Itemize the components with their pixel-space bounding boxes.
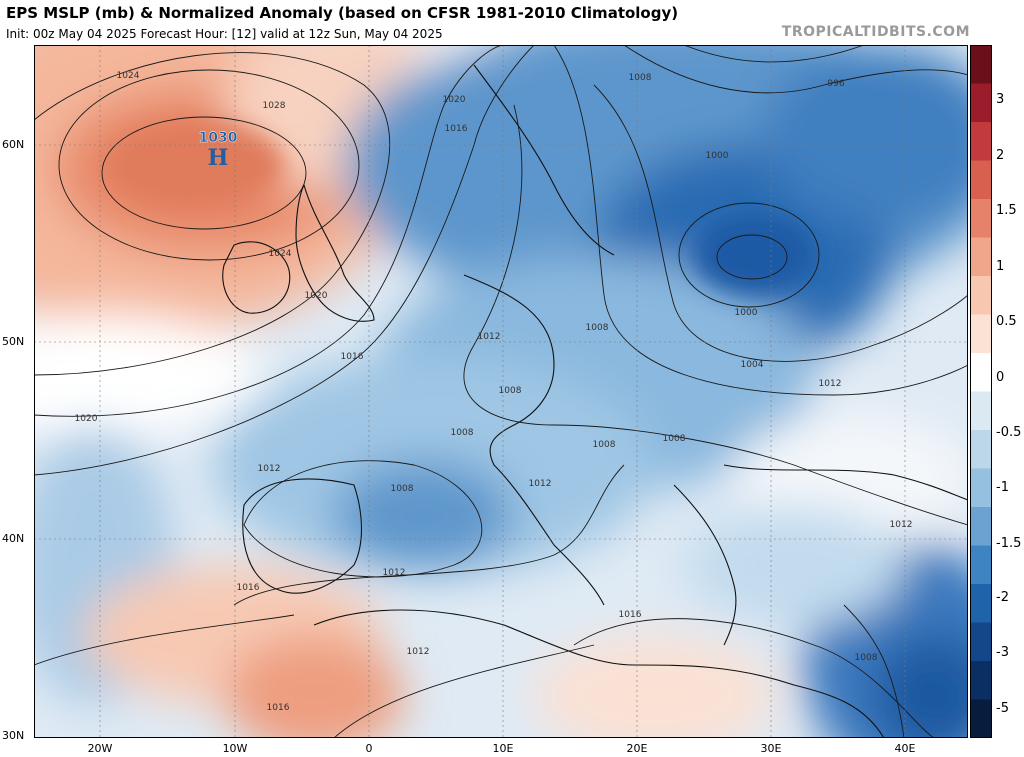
- isobar-label: 1020: [305, 291, 328, 301]
- lon-label: 10E: [492, 742, 514, 755]
- colorbar-label: 0.5: [996, 314, 1017, 329]
- colorbar: [970, 45, 992, 738]
- colorbar-label: 0: [996, 370, 1005, 385]
- colorbar-swatch: [970, 584, 992, 623]
- high-pressure-value: 1030: [199, 130, 238, 146]
- isobar-label: 1008: [663, 434, 686, 444]
- colorbar-label: 1: [996, 259, 1005, 274]
- lat-label: 30N: [2, 729, 25, 742]
- lat-label: 60N: [2, 138, 25, 151]
- lon-label: 40E: [894, 742, 916, 755]
- colorbar-swatch: [970, 160, 992, 200]
- colorbar-label: -0.5: [996, 425, 1022, 440]
- colorbar-swatch: [970, 314, 992, 354]
- isobar-label: 1016: [237, 583, 260, 593]
- isobar-label: 1012: [890, 520, 913, 530]
- colorbar-label: -1.5: [996, 536, 1022, 551]
- colorbar-swatch: [970, 545, 992, 585]
- isobar-label: 996: [827, 79, 844, 89]
- anomaly-map: 1024 1028 1020 1016 1008 996 1000 1024 1020 1000 1…: [34, 45, 968, 738]
- isobar-label: 1008: [391, 484, 414, 494]
- colorbar-label: -1: [996, 480, 1009, 495]
- isobar-label: 1008: [593, 440, 616, 450]
- colorbar-swatch: [970, 699, 992, 738]
- chart-title: EPS MSLP (mb) & Normalized Anomaly (base…: [6, 4, 679, 22]
- isobar-label: 1008: [586, 323, 609, 333]
- colorbar-swatch: [970, 353, 992, 392]
- isobar-label: 1016: [267, 703, 290, 713]
- colorbar-swatch: [970, 276, 992, 315]
- colorbar-swatch: [970, 122, 992, 161]
- brand-watermark: TROPICALTIDBITS.COM: [781, 24, 970, 40]
- colorbar-label: 3: [996, 92, 1005, 107]
- isobar-label: 1012: [529, 479, 552, 489]
- lon-label: 0: [365, 742, 373, 755]
- isobar-label: 1012: [478, 332, 501, 342]
- isobar-label: 1020: [443, 95, 466, 105]
- colorbar-label: 2: [996, 148, 1005, 163]
- colorbar-swatch: [970, 507, 992, 546]
- colorbar-swatch: [970, 391, 992, 431]
- lat-label: 40N: [2, 532, 25, 545]
- isobar-label: 1012: [407, 647, 430, 657]
- colorbar-swatch: [970, 661, 992, 700]
- lon-label: 10W: [222, 742, 248, 755]
- colorbar-label: -3: [996, 645, 1009, 660]
- graticule: [34, 45, 968, 738]
- isobar-label: 1020: [75, 414, 98, 424]
- isobar-label: 1024: [269, 249, 292, 259]
- colorbar-label: -2: [996, 590, 1009, 605]
- isobar-label: 1016: [445, 124, 468, 134]
- isobar-labels: 1024 1028 1020 1016 1008 996 1000 1024 1020 1000 1…: [75, 71, 913, 713]
- isobar-label: 1004: [741, 360, 764, 370]
- isobar-label: 1008: [629, 73, 652, 83]
- colorbar-swatch: [970, 83, 992, 123]
- isobar-contours: [34, 45, 968, 738]
- isobar-label: 1012: [819, 379, 842, 389]
- isobar-label: 1008: [499, 386, 522, 396]
- coastlines: [222, 64, 968, 738]
- colorbar-label: -5: [996, 701, 1009, 716]
- chart-subtitle: Init: 00z May 04 2025 Forecast Hour: [12…: [6, 27, 443, 41]
- lon-label: 20E: [626, 742, 648, 755]
- isobar-label: 1024: [117, 71, 140, 81]
- isobar-label: 1028: [263, 101, 286, 111]
- colorbar-swatch: [970, 622, 992, 662]
- isobar-label: 1012: [258, 464, 281, 474]
- lon-label: 20W: [87, 742, 113, 755]
- colorbar-swatch: [970, 45, 992, 84]
- isobar-label: 1012: [383, 568, 406, 578]
- isobar-label: 1008: [855, 653, 878, 663]
- isobar-label: 1000: [706, 151, 729, 161]
- high-pressure-symbol: H: [208, 145, 229, 171]
- lon-label: 30E: [760, 742, 782, 755]
- lat-label: 50N: [2, 335, 25, 348]
- isobar-label: 1016: [619, 610, 642, 620]
- colorbar-label: 1.5: [996, 203, 1017, 218]
- colorbar-swatch: [970, 237, 992, 277]
- colorbar-swatch: [970, 199, 992, 238]
- isobar-label: 1000: [735, 308, 758, 318]
- colorbar-swatch: [970, 468, 992, 508]
- isobar-label: 1016: [341, 352, 364, 362]
- isobar-label: 1008: [451, 428, 474, 438]
- colorbar-swatch: [970, 430, 992, 469]
